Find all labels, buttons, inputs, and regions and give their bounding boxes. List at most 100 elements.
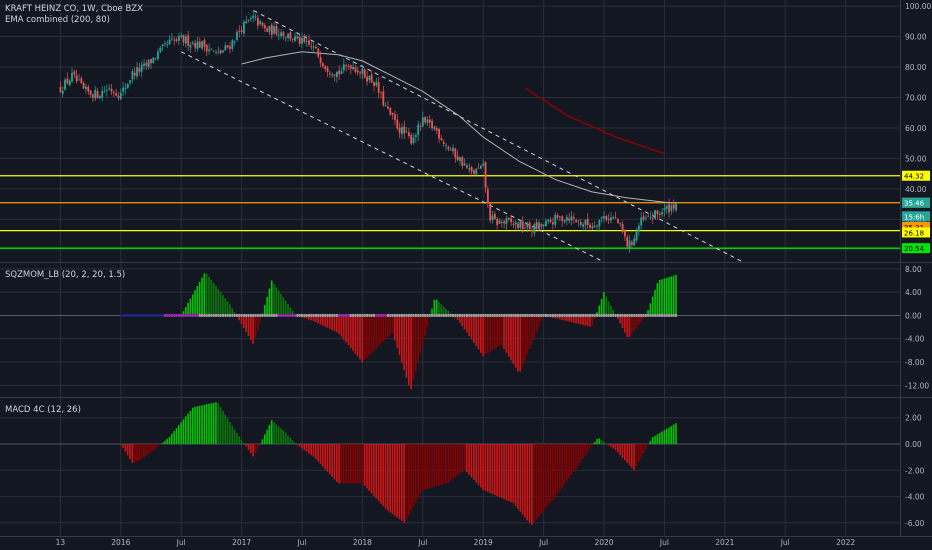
candle-body xyxy=(661,212,664,215)
time-axis-label: 13 xyxy=(56,538,66,547)
macd-bar xyxy=(377,444,380,502)
squeeze-dot xyxy=(449,313,452,317)
candle-body xyxy=(500,222,503,224)
macd-bar xyxy=(342,444,345,484)
squeeze-dot xyxy=(338,313,341,317)
squeeze-dot xyxy=(177,313,180,317)
sqz-bar xyxy=(312,315,315,322)
sqz-bar xyxy=(396,315,398,348)
candle-body xyxy=(73,71,76,75)
squeeze-dot xyxy=(526,313,529,317)
squeeze-dot xyxy=(609,313,612,317)
candle-body xyxy=(373,82,375,86)
squeeze-dot xyxy=(665,313,668,317)
squeeze-dot xyxy=(375,313,378,317)
sqz-bar xyxy=(517,315,519,372)
squeeze-dot xyxy=(472,313,475,317)
squeeze-dot xyxy=(512,313,515,317)
candle-body xyxy=(593,225,596,227)
macd-axis-label: -2.00 xyxy=(905,466,925,475)
candle-body xyxy=(591,226,594,228)
sqz-bar xyxy=(273,283,275,316)
macd-bar xyxy=(626,444,628,463)
sqz-bar xyxy=(198,281,201,316)
sqz-bar xyxy=(593,315,596,320)
squeeze-dot xyxy=(133,313,136,317)
sqz-bar xyxy=(210,279,213,316)
squeeze-dot xyxy=(410,313,413,317)
candle-body xyxy=(328,73,331,75)
macd-bar xyxy=(382,444,385,507)
sqz-bar xyxy=(575,315,577,324)
candle-body xyxy=(556,215,559,218)
candle-body xyxy=(470,167,473,172)
macd-bar xyxy=(398,444,401,520)
candle-body xyxy=(98,96,101,99)
candle-body xyxy=(635,231,638,241)
squeeze-dot xyxy=(366,313,369,317)
candle-body xyxy=(273,26,276,34)
sqz-bar xyxy=(473,315,475,343)
macd-bar xyxy=(175,428,178,444)
macd-bar xyxy=(161,442,164,444)
sqz-bar xyxy=(391,315,394,333)
candle-body xyxy=(164,43,166,45)
candle-body xyxy=(215,51,217,53)
macd-bar xyxy=(277,426,280,444)
macd-bar xyxy=(403,444,405,523)
macd-bar xyxy=(675,423,677,444)
squeeze-dot xyxy=(345,313,348,317)
candle-body xyxy=(61,90,64,94)
macd-bar xyxy=(542,444,545,512)
squeeze-dot xyxy=(563,313,566,317)
sqz-bar xyxy=(519,315,522,372)
candles xyxy=(59,9,677,253)
macd-bar xyxy=(528,444,531,524)
squeeze-dot xyxy=(554,313,557,317)
sqz-bar xyxy=(510,315,512,361)
macd-bar xyxy=(521,444,524,515)
candle-body xyxy=(82,82,85,89)
sqz-bar xyxy=(375,315,378,349)
candle-body xyxy=(596,226,598,227)
macd-bar xyxy=(575,444,577,469)
candle-body xyxy=(663,208,666,211)
macd-bar xyxy=(491,444,494,495)
macd-bar xyxy=(331,444,333,477)
candle-body xyxy=(101,90,104,98)
squeeze-dot xyxy=(584,313,587,317)
squeeze-dot xyxy=(621,313,624,317)
candle-body xyxy=(389,107,392,115)
macd-bar xyxy=(177,425,180,444)
macd-bar xyxy=(349,444,352,484)
candle-body xyxy=(224,45,227,51)
sqz-bar xyxy=(524,315,526,361)
squeeze-dot xyxy=(249,313,252,317)
sqz-bar xyxy=(222,295,224,316)
macd-bar xyxy=(317,444,319,462)
squeeze-dot xyxy=(403,313,406,317)
candle-body xyxy=(152,57,155,64)
macd-bar xyxy=(296,444,299,446)
macd-bar xyxy=(266,429,268,444)
macd-bar xyxy=(391,444,394,515)
sqz-bar xyxy=(584,315,587,326)
squeeze-dot xyxy=(331,313,334,317)
macd-bar xyxy=(607,444,610,446)
time-axis-label: 2017 xyxy=(232,538,251,547)
candle-body xyxy=(129,80,131,83)
squeeze-dot xyxy=(363,313,366,317)
sqz-axis-label: -4.00 xyxy=(905,335,925,344)
macd-bar xyxy=(154,444,157,449)
candle-body xyxy=(496,219,499,225)
candle-body xyxy=(322,63,324,67)
macd-bar xyxy=(424,444,426,490)
sqz-bar xyxy=(275,287,278,316)
sqz-bar xyxy=(479,315,482,353)
candle-body xyxy=(570,216,573,221)
squeeze-dot xyxy=(129,313,132,317)
squeeze-dot xyxy=(463,313,466,317)
candle-body xyxy=(452,147,454,152)
